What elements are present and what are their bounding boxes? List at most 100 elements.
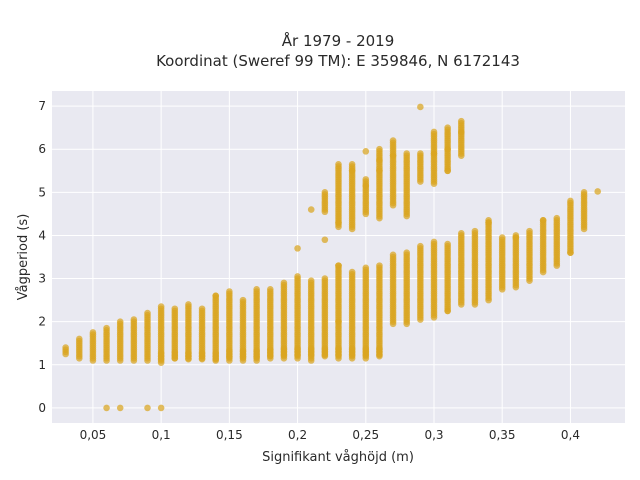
data-point <box>130 316 138 323</box>
y-tick-label: 3 <box>38 272 46 286</box>
data-point <box>376 167 383 175</box>
data-point <box>362 148 370 155</box>
x-tick-label: 0,3 <box>424 428 443 442</box>
data-point <box>144 309 151 317</box>
y-tick-label: 0 <box>38 401 46 415</box>
data-point <box>307 277 315 285</box>
data-point <box>253 347 260 355</box>
data-point <box>335 345 342 353</box>
data-point <box>266 286 274 293</box>
chart-title-line-1: År 1979 - 2019 <box>282 31 395 50</box>
data-point <box>157 349 165 357</box>
data-point <box>376 345 383 353</box>
x-tick-label: 0,1 <box>152 428 171 442</box>
data-point <box>239 296 247 304</box>
data-point <box>362 182 370 190</box>
data-point <box>430 150 438 157</box>
plot-area <box>52 91 625 423</box>
data-point <box>212 292 220 300</box>
data-point <box>348 167 356 175</box>
data-point <box>212 349 220 357</box>
data-point <box>403 212 411 220</box>
data-point <box>335 161 342 168</box>
x-tick-label: 0,05 <box>80 428 107 442</box>
data-point <box>389 152 397 159</box>
data-point <box>444 240 451 248</box>
data-point <box>594 188 602 195</box>
data-point <box>294 273 301 280</box>
data-point <box>266 346 274 354</box>
data-point <box>471 227 479 235</box>
data-point <box>348 161 356 168</box>
chart-title-line-2: Koordinat (Sweref 99 TM): E 359846, N 61… <box>156 52 520 70</box>
data-point <box>75 335 83 343</box>
data-point <box>526 227 533 235</box>
data-point <box>89 329 97 336</box>
data-point <box>185 349 192 357</box>
data-point <box>253 286 260 293</box>
data-point <box>539 217 547 224</box>
y-tick-label: 4 <box>38 228 46 242</box>
data-point <box>376 262 383 269</box>
y-tick-label: 7 <box>38 99 46 113</box>
data-point <box>362 176 370 183</box>
data-point <box>335 262 342 269</box>
data-point <box>553 214 561 222</box>
x-tick-label: 0,15 <box>216 428 243 442</box>
data-point <box>280 345 288 353</box>
data-point <box>512 234 520 241</box>
data-point <box>403 249 411 256</box>
data-point <box>335 219 342 226</box>
x-tick-label: 0,4 <box>561 428 580 442</box>
data-point <box>348 225 356 233</box>
data-point <box>457 117 465 125</box>
data-point <box>144 404 151 412</box>
data-point <box>280 279 288 287</box>
data-point <box>580 189 588 196</box>
data-point <box>417 150 424 157</box>
data-point <box>498 234 506 241</box>
data-point <box>185 301 192 308</box>
x-tick-label: 0,25 <box>352 428 379 442</box>
data-point <box>457 128 465 136</box>
data-point <box>321 189 329 196</box>
data-point <box>294 345 301 353</box>
data-point <box>321 236 329 244</box>
data-point <box>157 303 165 310</box>
data-point <box>348 345 356 353</box>
y-tick-label: 2 <box>38 315 46 329</box>
data-point <box>430 128 438 136</box>
data-point <box>171 348 179 356</box>
y-axis-label: Vågperiod (s) <box>16 214 31 301</box>
data-point <box>103 404 110 412</box>
data-point <box>157 404 165 412</box>
data-point <box>321 275 329 282</box>
data-point <box>403 150 411 157</box>
data-point <box>567 197 574 205</box>
data-point <box>362 264 370 272</box>
data-point <box>239 347 247 355</box>
data-point <box>430 238 438 246</box>
data-points <box>62 103 602 412</box>
x-tick-label: 0,2 <box>288 428 307 442</box>
x-tick-label: 0,35 <box>489 428 516 442</box>
y-tick-label: 1 <box>38 358 46 372</box>
data-point <box>485 219 492 226</box>
y-tick-label: 6 <box>38 142 46 156</box>
data-point <box>444 307 451 315</box>
data-point <box>457 229 465 237</box>
data-point <box>417 103 424 111</box>
data-point <box>307 345 315 353</box>
data-point <box>335 318 342 325</box>
x-axis-label: Signifikant våghöjd (m) <box>262 450 414 465</box>
data-point <box>444 167 451 175</box>
data-point <box>294 245 301 252</box>
data-point <box>103 324 110 332</box>
data-point <box>362 345 370 353</box>
data-point <box>226 347 233 355</box>
data-point <box>389 137 397 144</box>
data-point <box>116 404 124 412</box>
data-point <box>389 251 397 259</box>
